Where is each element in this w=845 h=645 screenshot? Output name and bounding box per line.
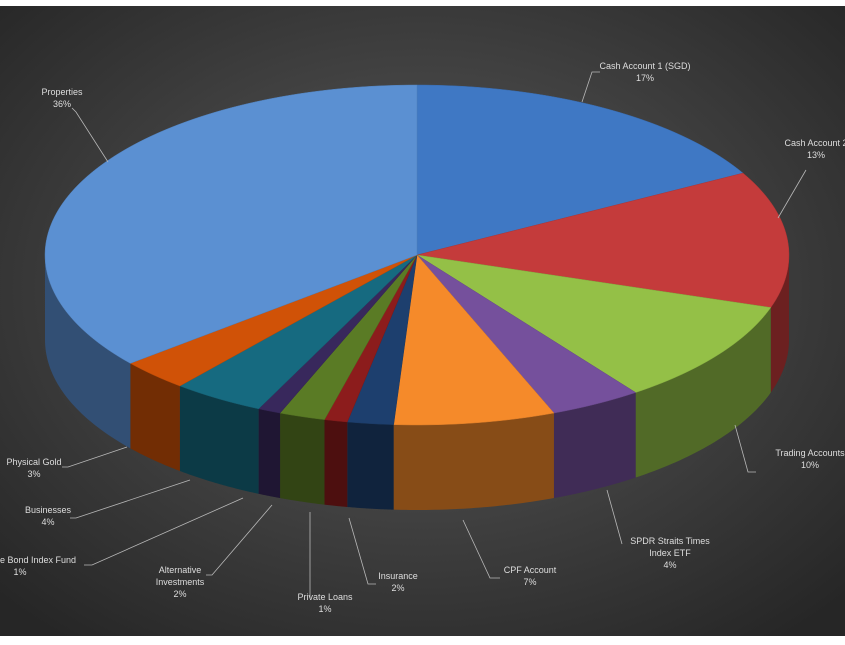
data-label-name: CPF Account — [504, 565, 557, 575]
slice-side — [635, 307, 771, 478]
data-label-value: 2% — [173, 589, 186, 599]
slice-side — [770, 255, 789, 393]
slice — [279, 254, 418, 420]
slice — [416, 254, 772, 393]
pie-sides — [45, 255, 789, 510]
leader-line — [734, 424, 756, 473]
leader-line — [606, 489, 623, 545]
data-label-name: Properties — [41, 87, 83, 97]
data-label-name: Insurance — [378, 571, 418, 581]
data-label-name: Singapore Bond Index Fund — [0, 555, 76, 565]
data-label-value: 13% — [807, 150, 825, 160]
slice-side — [393, 413, 554, 510]
data-label-name: Cash Account 2 — [784, 138, 845, 148]
data-labels: Cash Account 1 (SGD) 17% Cash Account 2 13%… — [0, 61, 845, 614]
data-label-value: 7% — [523, 577, 536, 587]
data-label-name: SPDR Straits Times Index ETF — [630, 536, 710, 558]
slice-side — [347, 421, 394, 510]
leader-line — [62, 446, 128, 468]
slice-side — [45, 255, 131, 449]
slice-side — [553, 392, 636, 499]
data-label-name: Businesses — [25, 505, 72, 515]
data-label-value: 17% — [636, 73, 654, 83]
slice — [416, 254, 637, 414]
slice-side — [130, 363, 180, 471]
data-label-value: 4% — [663, 560, 676, 570]
slice-side — [324, 419, 348, 507]
leader-line — [462, 519, 500, 579]
leader-line — [777, 169, 807, 219]
leader-line — [84, 497, 244, 566]
slice — [416, 84, 744, 256]
data-label-value: 1% — [318, 604, 331, 614]
slice-side — [280, 413, 325, 505]
data-label-value: 3% — [27, 469, 40, 479]
data-label-value: 10% — [801, 460, 819, 470]
data-label-value: 1% — [13, 567, 26, 577]
slice — [393, 254, 555, 426]
pie-tops — [44, 84, 790, 426]
slice — [346, 254, 418, 425]
data-label-name: Cash Account 1 (SGD) — [599, 61, 690, 71]
slice — [129, 254, 418, 387]
slice — [416, 172, 790, 308]
leader-line — [70, 479, 191, 519]
leader-line — [71, 107, 109, 163]
slice-side — [258, 408, 281, 499]
data-label-value: 2% — [391, 583, 404, 593]
data-label-value: 4% — [41, 517, 54, 527]
slice — [179, 254, 418, 410]
data-label-name: Trading Accounts — [775, 448, 845, 458]
data-label-name: Physical Gold — [6, 457, 61, 467]
leader-line — [348, 517, 376, 585]
leader-line — [206, 504, 273, 576]
data-label-name: Alternative Investments — [156, 565, 205, 587]
slice — [44, 84, 418, 364]
slice-side — [179, 385, 259, 494]
data-label-name: Private Loans — [297, 592, 353, 602]
leader-line — [581, 71, 600, 103]
data-label-value: 36% — [53, 99, 71, 109]
